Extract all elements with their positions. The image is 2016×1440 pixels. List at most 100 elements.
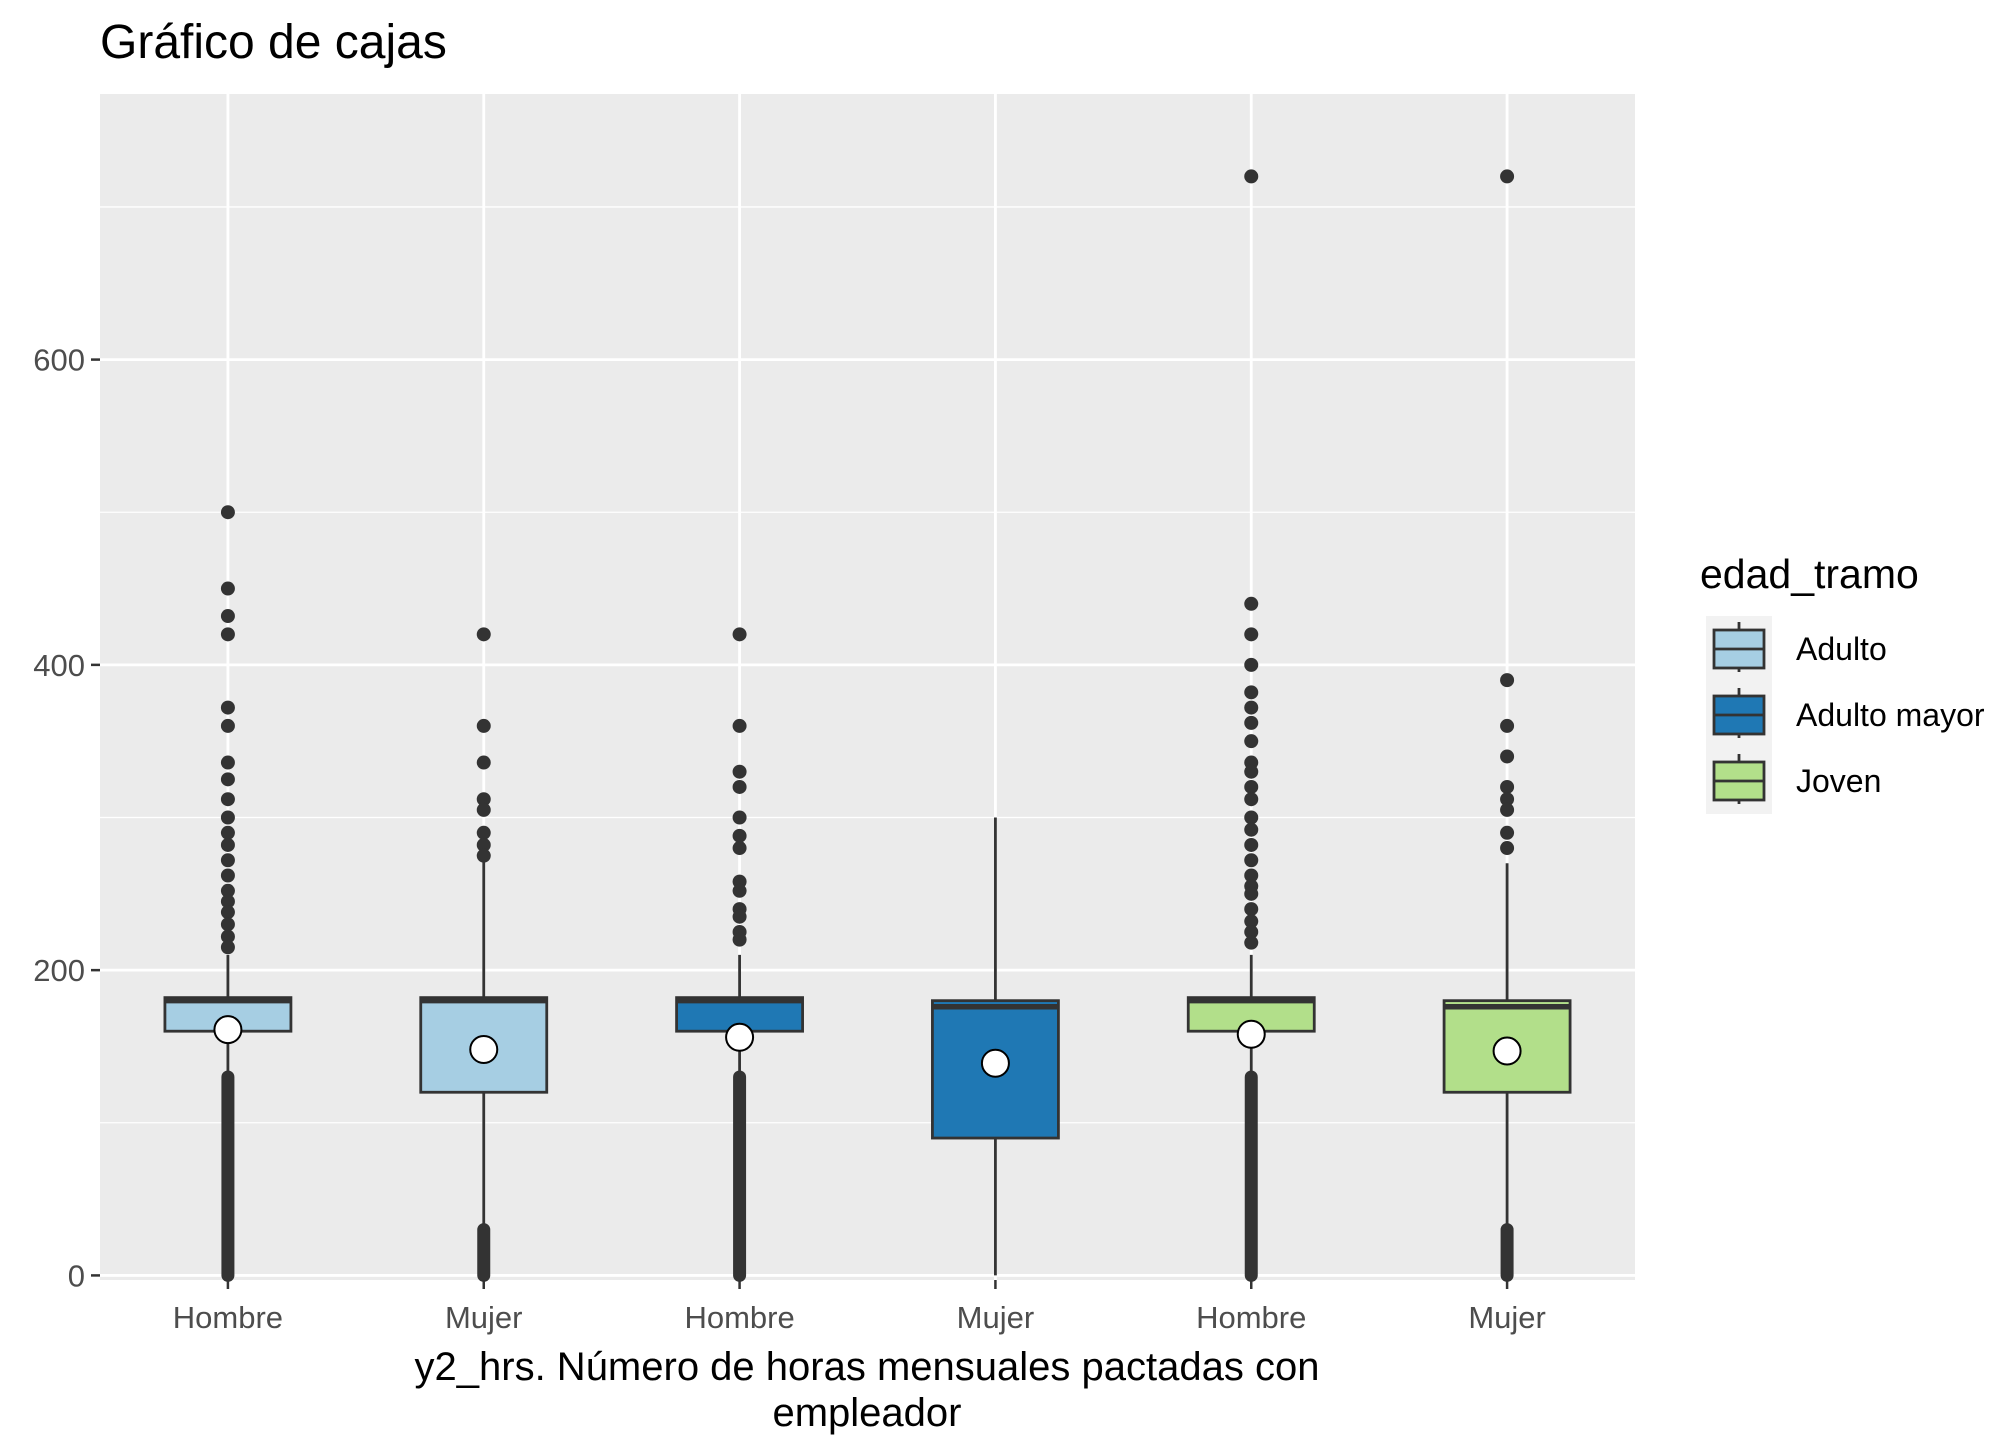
mean-point: [469, 1035, 499, 1065]
outlier-point: [220, 917, 235, 932]
outlier-point: [476, 718, 491, 733]
outlier-point: [1244, 685, 1259, 700]
outlier-point: [1244, 853, 1259, 868]
x-axis-label-line-1: y2_hrs. Número de horas mensuales pactad…: [415, 1345, 1320, 1389]
legend-item: Adulto: [1706, 616, 1887, 682]
y-axis: 0 200 400 600: [33, 343, 100, 1293]
legend-label: Joven: [1796, 763, 1881, 799]
outlier-point: [220, 894, 235, 909]
box-adulto-hombre: [163, 505, 293, 1282]
outlier-point: [1500, 825, 1515, 840]
legend: edad_tramo Adulto Adulto mayor Joven: [1700, 551, 1985, 814]
outlier-point: [1244, 902, 1259, 917]
legend-item: Joven: [1706, 748, 1881, 814]
plot-panel: [100, 94, 1635, 1280]
outlier-point: [732, 932, 747, 947]
outlier-point: [1500, 792, 1515, 807]
y-tick-label: 600: [33, 343, 85, 378]
mean-point: [980, 1048, 1010, 1078]
outlier-point: [220, 940, 235, 955]
outlier-point: [732, 627, 747, 642]
legend-item: Adulto mayor: [1706, 682, 1985, 748]
outlier-point: [220, 718, 235, 733]
outlier-point: [1244, 627, 1259, 642]
outlier-point: [220, 868, 235, 883]
outlier-point: [476, 848, 491, 863]
outlier-point: [732, 883, 747, 898]
outlier-point: [1500, 841, 1515, 856]
x-axis-label-line-2: empleador: [772, 1391, 961, 1435]
legend-title: edad_tramo: [1700, 551, 1919, 597]
outlier-point: [220, 609, 235, 624]
outlier-point: [732, 841, 747, 856]
outlier-point: [220, 627, 235, 642]
outlier-point: [1244, 935, 1259, 950]
outlier-point: [1244, 810, 1259, 825]
outlier-point: [476, 825, 491, 840]
outlier-point: [220, 792, 235, 807]
outlier-point: [732, 718, 747, 733]
outlier-point: [1244, 822, 1259, 837]
mean-point: [1236, 1019, 1266, 1049]
outlier-point: [220, 905, 235, 920]
outlier-point: [476, 627, 491, 642]
outlier-point: [220, 755, 235, 770]
chart-title: Gráfico de cajas: [100, 16, 447, 69]
boxes: [163, 169, 1572, 1282]
mean-point: [1492, 1036, 1522, 1066]
x-tick-label: Mujer: [1468, 1300, 1546, 1335]
x-tick-label: Hombre: [1196, 1300, 1306, 1335]
outlier-point: [732, 764, 747, 779]
outlier-point: [220, 700, 235, 715]
outlier-point: [1244, 792, 1259, 807]
outlier-point: [1500, 749, 1515, 764]
outlier-point: [1500, 673, 1515, 688]
legend-label: Adulto: [1796, 631, 1887, 667]
box-adulto-mujer: [419, 627, 549, 1282]
outlier-point: [220, 929, 235, 944]
outlier-point: [220, 581, 235, 596]
y-tick-label: 0: [68, 1258, 85, 1293]
outlier-point: [476, 792, 491, 807]
outlier-point: [1500, 779, 1515, 794]
outlier-point: [220, 825, 235, 840]
mean-point: [213, 1015, 243, 1045]
y-tick-label: 400: [33, 648, 85, 683]
outlier-point: [1244, 596, 1259, 611]
box-joven-mujer: [1442, 169, 1572, 1282]
outlier-point: [220, 853, 235, 868]
box-adulto-mayor-hombre: [675, 627, 804, 1282]
outlier-point: [220, 810, 235, 825]
outlier-point: [732, 810, 747, 825]
box-adulto-mayor-mujer: [931, 817, 1060, 1276]
outlier-point: [220, 837, 235, 852]
x-tick-label: Mujer: [445, 1300, 523, 1335]
x-tick-label: Mujer: [957, 1300, 1035, 1335]
outlier-point: [1500, 802, 1515, 817]
outlier-point: [1244, 764, 1259, 779]
outlier-point: [220, 883, 235, 898]
outlier-point: [732, 909, 747, 924]
outlier-point: [732, 779, 747, 794]
outlier-point: [1244, 868, 1259, 883]
outlier-point: [220, 505, 235, 520]
outlier-point: [1244, 837, 1259, 852]
legend-label: Adulto mayor: [1796, 697, 1985, 733]
outlier-point: [1244, 169, 1259, 184]
x-tick-label: Hombre: [173, 1300, 283, 1335]
outlier-point: [732, 828, 747, 843]
box-joven-hombre: [1186, 169, 1316, 1282]
y-tick-label: 200: [33, 953, 85, 988]
x-axis: Hombre Mujer Hombre Mujer Hombre Mujer: [173, 1280, 1546, 1335]
mean-point: [725, 1022, 755, 1052]
outlier-point: [1244, 715, 1259, 730]
outlier-point: [476, 837, 491, 852]
outlier-point: [1244, 700, 1259, 715]
outlier-point: [476, 755, 491, 770]
outlier-point: [1244, 886, 1259, 901]
outlier-point: [1244, 914, 1259, 929]
outlier-point: [476, 802, 491, 817]
outlier-point: [1244, 779, 1259, 794]
x-tick-label: Hombre: [684, 1300, 794, 1335]
